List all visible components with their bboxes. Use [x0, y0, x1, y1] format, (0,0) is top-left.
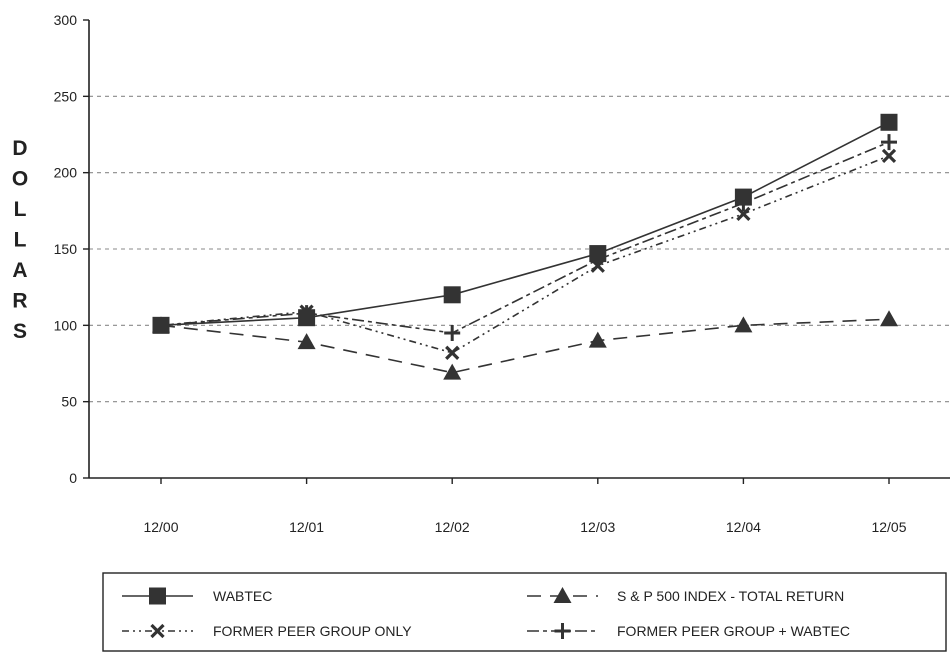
- legend-marker-plus: [554, 623, 571, 639]
- y-tick-labels: 0 50 100 150 200 250 300: [54, 12, 78, 486]
- data-point-x: [881, 148, 897, 164]
- series-line: [160, 141, 890, 334]
- data-point-triangle: [443, 363, 462, 380]
- y-axis-label-letter: D: [12, 137, 27, 160]
- data-point-square: [152, 316, 170, 334]
- y-axis-label-letter: S: [13, 320, 27, 343]
- x-tick-label: 12/05: [871, 519, 906, 535]
- data-point-plus: [444, 324, 461, 341]
- series-0: [152, 113, 898, 334]
- legend-entry: S & P 500 INDEX - TOTAL RETURN: [527, 587, 844, 604]
- y-tick-label: 0: [69, 470, 77, 486]
- y-tick-label: 250: [54, 88, 78, 104]
- legend-marker-square: [149, 587, 166, 605]
- y-tick-label: 200: [54, 165, 78, 181]
- legend-marker-triangle: [553, 587, 572, 603]
- data-point-square: [734, 188, 752, 206]
- legend-label: S & P 500 INDEX - TOTAL RETURN: [617, 588, 844, 604]
- data-point-plus: [881, 134, 897, 151]
- y-axis-label-letter: L: [14, 229, 27, 252]
- series-line: [160, 155, 890, 354]
- x-tick-label: 12/04: [726, 519, 761, 535]
- series-3: [153, 134, 897, 341]
- data-point-x: [445, 345, 460, 360]
- legend-box: [102, 572, 947, 652]
- y-tick-label: 150: [54, 241, 78, 257]
- y-axis-label-letter: R: [12, 290, 27, 313]
- legend-label: FORMER PEER GROUP ONLY: [213, 623, 412, 639]
- y-tick-label: 100: [54, 317, 78, 333]
- data-point-square: [589, 245, 607, 263]
- grid-lines: [89, 95, 950, 403]
- series-2: [153, 148, 897, 360]
- legend-entry: FORMER PEER GROUP ONLY: [122, 623, 412, 639]
- legend-marker-x: [150, 623, 165, 639]
- series: [152, 113, 898, 380]
- legend: WABTEC S & P 500 INDEX - TOTAL RETURN FORM…: [102, 572, 947, 652]
- x-tick-label: 12/01: [289, 519, 324, 535]
- legend-entry: WABTEC: [122, 587, 272, 605]
- x-tick-label: 12/02: [435, 519, 470, 535]
- data-point-x: [736, 206, 751, 222]
- axes: [83, 19, 950, 484]
- data-point-triangle: [297, 333, 316, 350]
- x-tick-label: 12/03: [580, 519, 615, 535]
- y-axis-label-letter: L: [14, 198, 27, 221]
- y-axis-label-letter: O: [12, 168, 28, 191]
- x-tick-labels: 12/00 12/01 12/02 12/03 12/04 12/05: [143, 519, 906, 535]
- x-tick-label: 12/00: [143, 519, 178, 535]
- series-line: [160, 318, 890, 374]
- legend-entry: FORMER PEER GROUP + WABTEC: [527, 623, 850, 639]
- legend-label: FORMER PEER GROUP + WABTEC: [617, 623, 850, 639]
- data-point-square: [443, 286, 461, 304]
- data-point-triangle: [734, 316, 753, 333]
- y-tick-label: 50: [61, 394, 77, 410]
- y-tick-label: 300: [54, 12, 78, 28]
- y-axis-label-letter: A: [12, 259, 27, 282]
- data-point-square: [298, 309, 316, 327]
- data-point-triangle: [880, 310, 898, 327]
- data-point-square: [880, 113, 898, 131]
- legend-label: WABTEC: [213, 588, 272, 604]
- series-line: [160, 121, 890, 327]
- data-point-triangle: [588, 331, 607, 348]
